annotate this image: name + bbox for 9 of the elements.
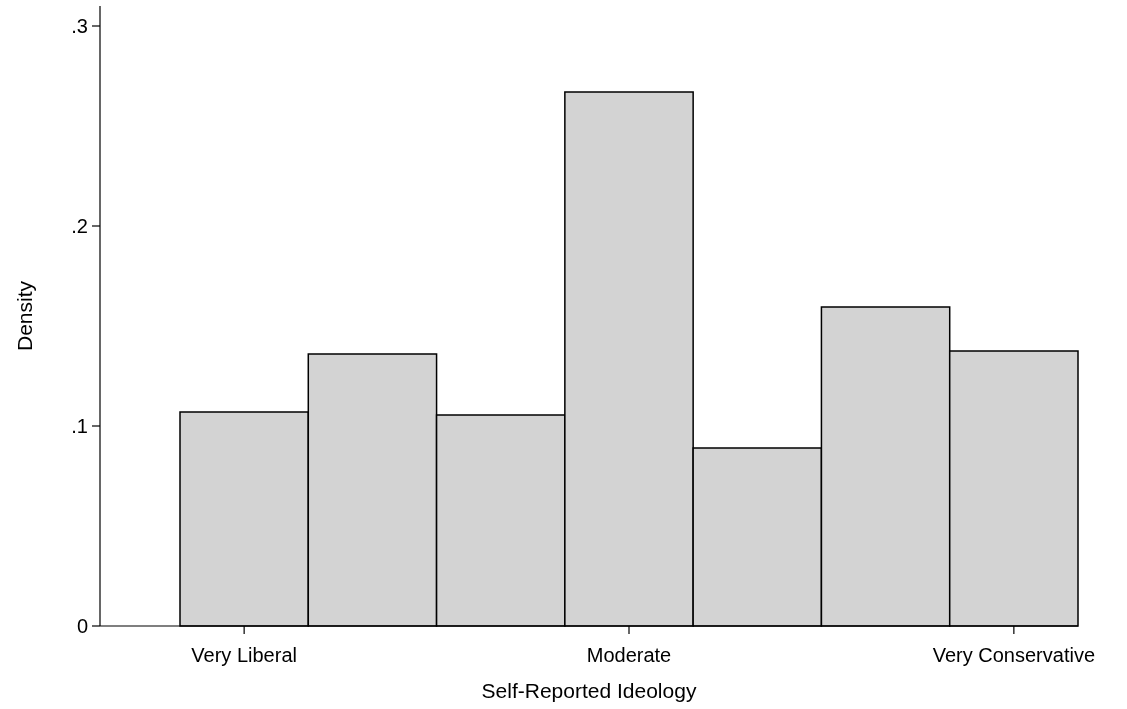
y-tick-label: .1 — [71, 415, 88, 437]
x-tick-label: Very Conservative — [932, 644, 1096, 666]
x-tick-label: Moderate — [586, 644, 672, 666]
y-tick-label: 0 — [76, 615, 88, 637]
y-axis-title: Density — [13, 280, 36, 352]
x-tick-label: Very Liberal — [191, 644, 297, 666]
x-axis-title: Self-Reported Ideology — [481, 679, 697, 702]
y-tick-label: .3 — [71, 15, 88, 37]
y-tick-label: .2 — [71, 215, 88, 237]
